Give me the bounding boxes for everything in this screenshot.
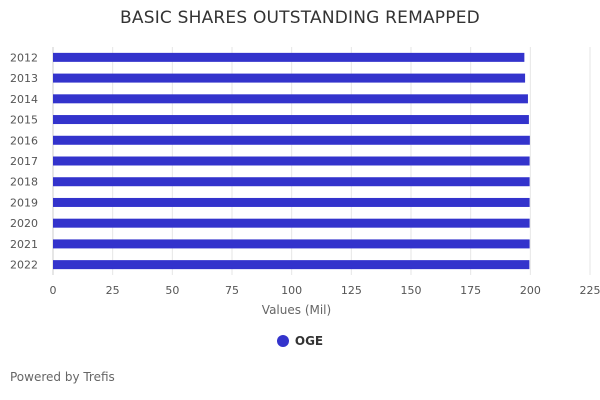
y-tick-label: 2016 [10, 134, 38, 147]
y-tick-label: 2017 [10, 155, 38, 168]
bar-2022[interactable] [53, 260, 530, 270]
y-tick-label: 2012 [10, 51, 38, 64]
y-axis-labels: 2012 2013 2014 2015 2016 2017 2018 2019 2020 2021… [10, 51, 38, 271]
bar-2020[interactable] [53, 218, 530, 228]
bar-2019[interactable] [53, 197, 530, 207]
x-axis-labels: 0 25 50 75 100 125 150 175 200 225 [50, 284, 600, 297]
y-tick-label: 2014 [10, 93, 38, 106]
x-axis-title: Values (Mil) [262, 303, 331, 317]
x-tick-label: 0 [50, 284, 57, 297]
legend: OGE [0, 334, 600, 348]
x-tick-label: 100 [281, 284, 302, 297]
x-tick-label: 225 [580, 284, 600, 297]
x-tick-label: 150 [401, 284, 422, 297]
chart-title: BASIC SHARES OUTSTANDING REMAPPED [120, 8, 480, 28]
x-tick-label: 125 [341, 284, 362, 297]
bar-2018[interactable] [53, 177, 530, 187]
y-tick-label: 2020 [10, 217, 38, 230]
bar-2016[interactable] [53, 135, 530, 145]
x-tick-label: 25 [106, 284, 120, 297]
bar-2012[interactable] [53, 52, 525, 62]
bar-2015[interactable] [53, 115, 529, 125]
bars [53, 52, 530, 270]
bar-2014[interactable] [53, 94, 528, 104]
x-tick-label: 75 [225, 284, 239, 297]
x-tick-label: 50 [165, 284, 179, 297]
y-tick-label: 2013 [10, 72, 38, 85]
bar-2013[interactable] [53, 73, 526, 83]
y-tick-label: 2019 [10, 196, 38, 209]
y-tick-label: 2022 [10, 259, 38, 272]
y-tick-label: 2018 [10, 176, 38, 189]
bar-2021[interactable] [53, 239, 530, 249]
bar-2017[interactable] [53, 156, 530, 166]
x-tick-label: 175 [460, 284, 481, 297]
legend-marker-icon [276, 335, 289, 347]
legend-item-oge[interactable]: OGE [276, 334, 324, 348]
credits[interactable]: Powered by Trefis [10, 370, 115, 384]
legend-label: OGE [294, 334, 324, 348]
x-tick-label: 200 [520, 284, 541, 297]
y-tick-label: 2015 [10, 114, 38, 127]
y-tick-label: 2021 [10, 238, 38, 251]
